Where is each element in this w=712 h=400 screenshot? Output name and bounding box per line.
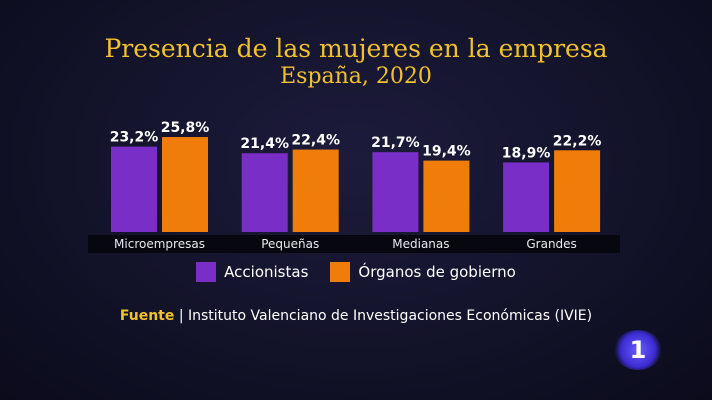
legend-item-organos: Órganos de gobierno <box>330 262 516 282</box>
source-text: | Instituto Valenciano de Investigacione… <box>174 308 593 324</box>
bar <box>241 153 288 232</box>
bar <box>292 149 339 232</box>
chart-title: Presencia de las mujeres en la empresa <box>104 34 608 63</box>
legend-label: Órganos de gobierno <box>358 263 516 281</box>
legend-label: Accionistas <box>224 263 309 281</box>
bar-chart: 23,2%25,8% Microempresas 21,4% 22,4% Pequeña… <box>88 120 620 253</box>
source-note: Fuente | Instituto Valenciano de Investi… <box>0 308 712 324</box>
legend-swatch <box>196 262 217 282</box>
data-label: 25,8% <box>161 120 210 136</box>
data-label: 22,4% <box>291 133 340 149</box>
bar <box>503 162 550 232</box>
source-label: Fuente <box>119 308 175 324</box>
legend: Accionistas Órganos de gobierno <box>0 262 712 282</box>
category-band <box>88 235 620 253</box>
legend-item-accionistas: Accionistas <box>196 262 308 282</box>
bar <box>554 150 601 232</box>
data-label: 21,7% <box>371 135 420 151</box>
bar <box>423 160 470 232</box>
chart-subtitle: España, 2020 <box>280 64 432 89</box>
data-label: 22,2% <box>553 133 602 149</box>
bar <box>162 137 208 232</box>
bar <box>372 152 419 232</box>
data-label: 21,4% <box>240 136 289 152</box>
category-label: Microempresas <box>114 237 205 251</box>
category-label: Grandes <box>526 237 576 251</box>
logo-text: 1 <box>629 336 647 364</box>
bar <box>111 146 157 232</box>
category-label: Medianas <box>392 237 449 251</box>
data-label: 19,4% <box>422 144 471 160</box>
category-label: Pequeñas <box>261 237 319 251</box>
data-label: 18,9% <box>502 145 551 161</box>
legend-swatch <box>330 262 351 282</box>
channel-logo: 1 <box>614 330 662 370</box>
data-label: 23,2% <box>110 130 159 146</box>
